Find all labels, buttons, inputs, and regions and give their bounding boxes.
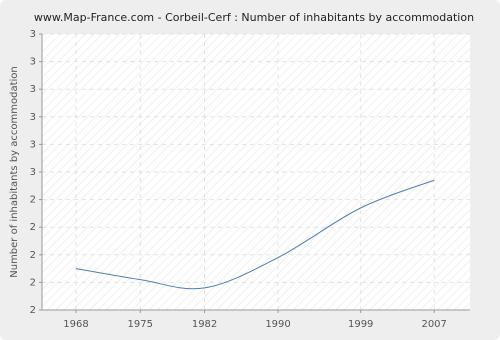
y-tick-label: 2 [30, 250, 36, 261]
plot-hatch [42, 34, 470, 310]
y-tick-label: 3 [30, 139, 36, 150]
y-axis-label: Number of inhabitants by accommodation [9, 66, 20, 278]
y-tick-label: 2 [30, 305, 36, 316]
x-tick-label: 1975 [128, 319, 153, 330]
y-tick-label: 2 [30, 222, 36, 233]
y-tick-label: 3 [30, 84, 36, 95]
x-tick-label: 1968 [63, 319, 88, 330]
line [75, 179, 435, 290]
y-tick-label: 3 [30, 29, 36, 40]
y-tick-label: 2 [30, 277, 36, 288]
chart-title: www.Map-France.com - Corbeil-Cerf : Numb… [34, 11, 474, 24]
y-tick-label: 2 [30, 195, 36, 206]
y-tick-label: 3 [30, 167, 36, 178]
x-tick-label: 1990 [265, 319, 290, 330]
y-tick-label: 3 [30, 57, 36, 68]
y-tick-label: 3 [30, 112, 36, 123]
x-tick-label: 1982 [192, 319, 217, 330]
x-tick-label: 1999 [348, 319, 373, 330]
x-tick-label: 2007 [421, 319, 446, 330]
